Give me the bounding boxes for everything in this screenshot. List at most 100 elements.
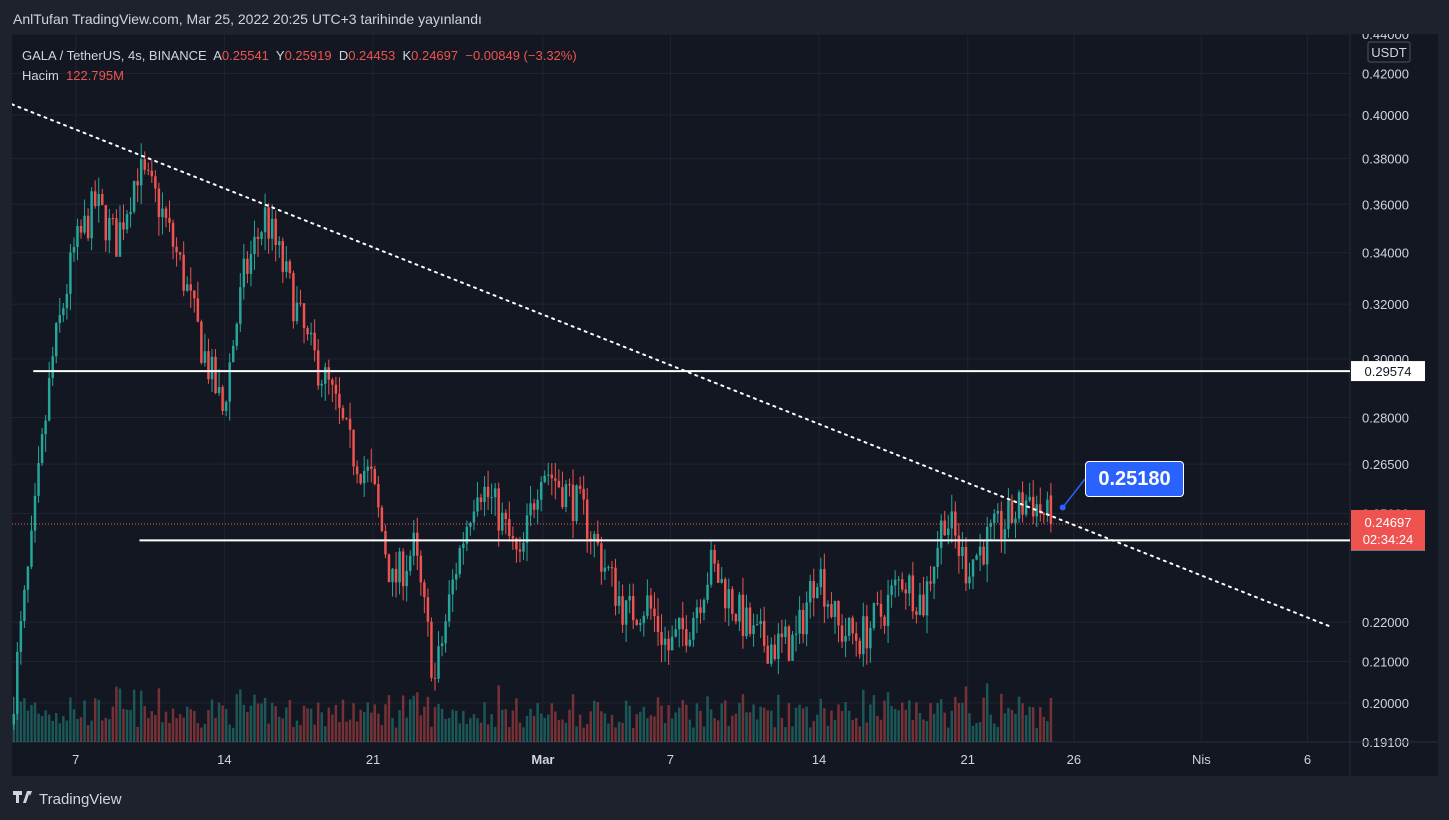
- candle-body[interactable]: [154, 176, 157, 189]
- candle-body[interactable]: [692, 618, 695, 640]
- candle-body[interactable]: [355, 466, 359, 475]
- candle-body[interactable]: [295, 302, 299, 322]
- candle-body[interactable]: [504, 512, 508, 520]
- candle-body[interactable]: [90, 191, 93, 239]
- candle-body[interactable]: [207, 351, 210, 380]
- candle-body[interactable]: [624, 600, 628, 625]
- candle-body[interactable]: [37, 463, 40, 496]
- candle-body[interactable]: [865, 616, 869, 649]
- candle-body[interactable]: [755, 624, 759, 626]
- candle-body[interactable]: [476, 497, 479, 512]
- candle-body[interactable]: [408, 555, 412, 571]
- candle-body[interactable]: [69, 252, 72, 294]
- candle-body[interactable]: [40, 434, 44, 464]
- candle-body[interactable]: [872, 603, 876, 629]
- annotation-anchor-point[interactable]: [1059, 504, 1066, 511]
- candle-body[interactable]: [430, 621, 433, 678]
- candle-body[interactable]: [886, 594, 890, 626]
- candle-body[interactable]: [656, 616, 660, 632]
- candle-body[interactable]: [816, 587, 819, 598]
- candle-body[interactable]: [862, 616, 865, 655]
- candle-body[interactable]: [840, 625, 844, 642]
- candle-body[interactable]: [936, 547, 939, 567]
- candle-body[interactable]: [522, 542, 525, 552]
- candle-body[interactable]: [904, 589, 908, 594]
- candle-body[interactable]: [932, 566, 936, 584]
- candle-body[interactable]: [62, 308, 65, 316]
- candle-body[interactable]: [571, 484, 575, 522]
- candle-body[interactable]: [58, 315, 62, 324]
- candle-body[interactable]: [384, 530, 387, 555]
- candle-body[interactable]: [331, 379, 334, 385]
- candle-body[interactable]: [985, 526, 989, 565]
- candle-body[interactable]: [893, 579, 897, 586]
- candle-body[interactable]: [118, 222, 122, 257]
- candle-body[interactable]: [993, 513, 996, 523]
- candle-body[interactable]: [501, 512, 504, 531]
- tradingview-logo-icon[interactable]: [13, 790, 35, 808]
- candle-body[interactable]: [639, 623, 642, 625]
- candle-body[interactable]: [171, 222, 175, 247]
- candle-body[interactable]: [536, 499, 539, 510]
- candle-body[interactable]: [394, 568, 398, 583]
- candle-body[interactable]: [699, 607, 702, 613]
- candle-body[interactable]: [444, 621, 447, 644]
- candle-body[interactable]: [458, 548, 462, 574]
- candle-body[interactable]: [631, 596, 635, 621]
- candle-body[interactable]: [168, 217, 171, 223]
- candle-body[interactable]: [302, 303, 306, 329]
- candle-body[interactable]: [819, 569, 823, 588]
- candle-body[interactable]: [759, 620, 762, 625]
- candle-body[interactable]: [440, 643, 444, 647]
- candle-body[interactable]: [111, 217, 115, 219]
- candle-body[interactable]: [451, 579, 454, 595]
- candle-body[interactable]: [709, 549, 713, 585]
- candle-body[interactable]: [568, 484, 571, 486]
- candle-body[interactable]: [610, 567, 614, 569]
- candle-body[interactable]: [589, 538, 592, 540]
- candle-body[interactable]: [706, 584, 709, 600]
- candle-body[interactable]: [23, 589, 26, 622]
- candle-body[interactable]: [511, 536, 515, 539]
- candle-body[interactable]: [217, 387, 221, 394]
- candle-body[interactable]: [971, 559, 975, 577]
- candle-body[interactable]: [454, 573, 458, 580]
- candle-body[interactable]: [554, 478, 557, 481]
- candle-body[interactable]: [1028, 496, 1031, 501]
- candle-body[interactable]: [585, 499, 589, 539]
- candle-body[interactable]: [1017, 492, 1021, 519]
- candle-body[interactable]: [738, 594, 741, 622]
- candle-body[interactable]: [844, 635, 847, 642]
- candle-body[interactable]: [359, 474, 362, 484]
- candle-body[interactable]: [628, 596, 631, 601]
- candle-body[interactable]: [918, 594, 922, 615]
- candle-body[interactable]: [221, 387, 224, 412]
- candle-body[interactable]: [660, 631, 663, 645]
- candle-body[interactable]: [373, 468, 377, 485]
- candle-body[interactable]: [182, 254, 185, 291]
- candle-body[interactable]: [805, 602, 808, 635]
- candle-body[interactable]: [716, 563, 720, 583]
- candle-body[interactable]: [129, 211, 132, 215]
- candle-body[interactable]: [833, 600, 837, 617]
- candle-body[interactable]: [401, 551, 405, 587]
- candle-body[interactable]: [529, 503, 532, 516]
- candle-body[interactable]: [801, 609, 805, 635]
- candle-body[interactable]: [539, 481, 543, 500]
- candle-body[interactable]: [787, 626, 791, 661]
- candle-body[interactable]: [908, 575, 911, 594]
- candle-body[interactable]: [334, 384, 338, 394]
- candle-body[interactable]: [1000, 510, 1003, 539]
- candle-body[interactable]: [1049, 495, 1053, 524]
- candle-body[interactable]: [578, 485, 582, 489]
- price-chart[interactable]: 0.44000 0.42000 0.40000 0.38000 0.36000 0.340…: [12, 34, 1438, 776]
- candle-body[interactable]: [465, 526, 469, 544]
- candle-body[interactable]: [766, 645, 769, 664]
- candle-body[interactable]: [391, 568, 394, 583]
- candle-body[interactable]: [200, 321, 203, 363]
- candle-body[interactable]: [47, 378, 51, 421]
- candle-body[interactable]: [770, 644, 773, 664]
- candle-body[interactable]: [196, 298, 200, 322]
- price-annotation-callout[interactable]: 0.25180: [1085, 461, 1184, 497]
- candle-body[interactable]: [649, 595, 653, 609]
